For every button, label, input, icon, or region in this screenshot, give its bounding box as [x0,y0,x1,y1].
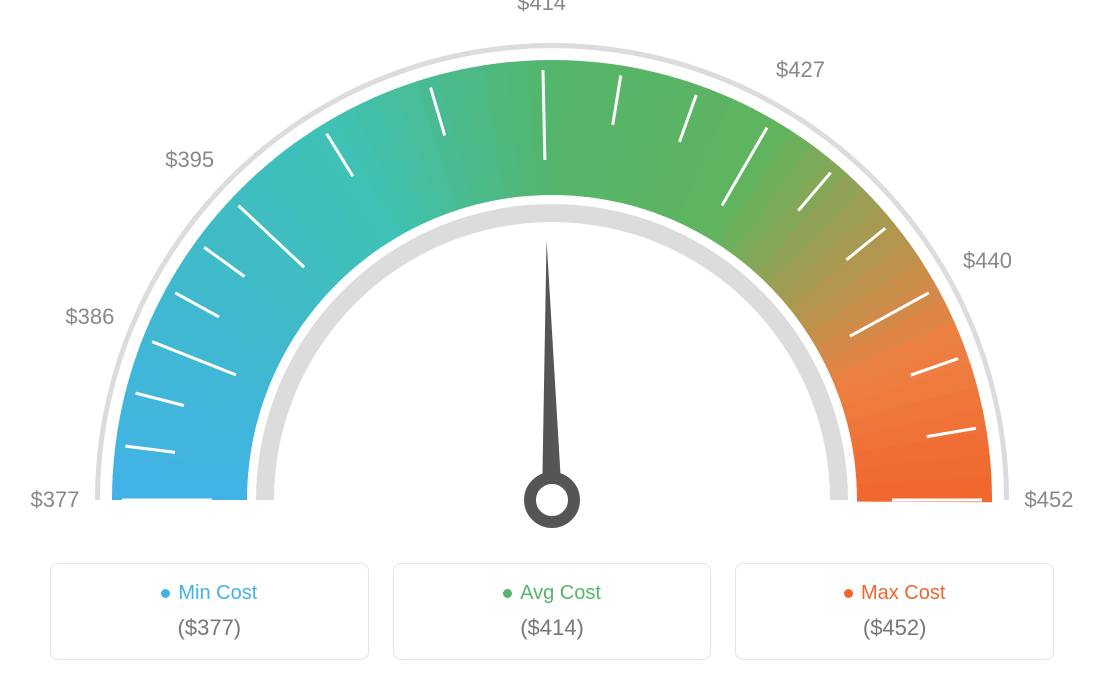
dot-icon [503,589,512,598]
legend-card-avg: Avg Cost ($414) [393,563,712,660]
legend-label: Avg Cost [520,582,601,605]
dot-icon [161,589,170,598]
legend-card-min: Min Cost ($377) [50,563,369,660]
legend-value: ($452) [746,615,1043,641]
dot-icon [844,589,853,598]
tick-label: $377 [31,487,80,513]
legend-title-min: Min Cost [161,582,257,605]
legend-title-avg: Avg Cost [503,582,601,605]
legend-title-max: Max Cost [844,582,945,605]
tick-label: $386 [65,304,114,330]
legend-label: Min Cost [178,582,257,605]
gauge-svg [0,0,1104,560]
tick-label: $414 [517,0,566,16]
legend-row: Min Cost ($377) Avg Cost ($414) Max Cost… [50,563,1054,660]
legend-value: ($377) [61,615,358,641]
tick-label: $427 [776,57,825,83]
tick-label: $452 [1025,487,1074,513]
tick-label: $440 [963,248,1012,274]
gauge-area: $377 $386 $395 $414 $427 $440 $452 [0,0,1104,560]
legend-card-max: Max Cost ($452) [735,563,1054,660]
legend-value: ($414) [404,615,701,641]
tick-label: $395 [165,147,214,173]
chart-container: $377 $386 $395 $414 $427 $440 $452 Min Cost ($… [0,0,1104,690]
legend-label: Max Cost [861,582,945,605]
